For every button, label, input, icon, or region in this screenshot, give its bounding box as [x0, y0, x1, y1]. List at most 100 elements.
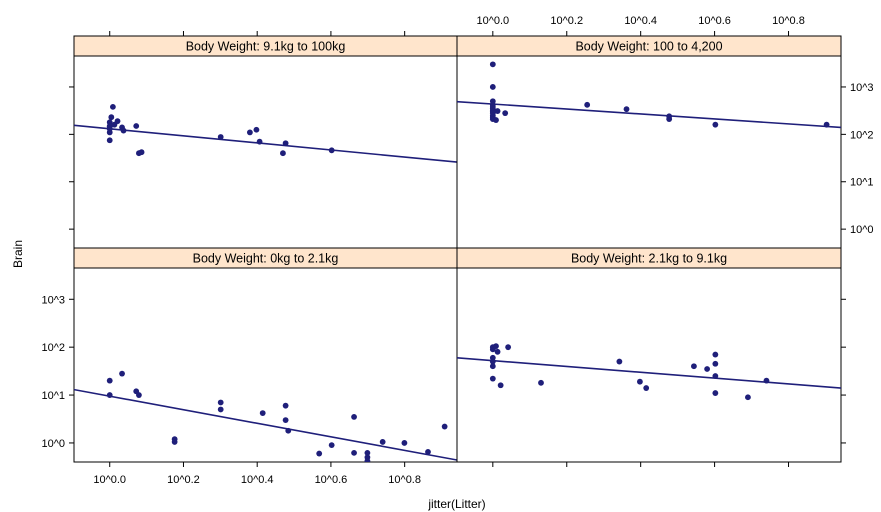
data-point	[119, 370, 125, 377]
data-point	[712, 360, 719, 367]
data-point	[691, 363, 697, 370]
panel-border	[73, 267, 458, 463]
data-point	[637, 378, 643, 385]
data-point	[328, 442, 335, 449]
data-point	[246, 129, 253, 136]
data-point	[538, 379, 544, 386]
x-tick-label: 10^0.0	[93, 474, 126, 486]
y-tick-label: 10^1	[41, 390, 65, 402]
data-point	[282, 140, 289, 147]
strip-label: Body Weight: 0kg to 2.1kg	[193, 252, 339, 266]
data-point	[704, 366, 711, 372]
panel-border	[456, 55, 842, 249]
data-point	[489, 358, 496, 365]
data-point	[106, 392, 113, 398]
data-point	[217, 399, 224, 406]
data-point	[489, 375, 496, 382]
data-point	[712, 121, 719, 128]
data-point	[489, 363, 496, 370]
y-axis-title: Brain	[11, 240, 25, 268]
panels: Body Weight: 9.1kg to 100kg Body Weight: …	[41, 15, 873, 486]
y-tick-label: 10^1	[850, 177, 874, 189]
x-tick-label: 10^0.4	[624, 15, 657, 27]
x-tick-label: 10^0.4	[241, 474, 274, 486]
x-tick-label: 10^0.6	[315, 474, 348, 486]
y-tick-label: 10^0	[41, 438, 65, 450]
panel-plot-area	[457, 61, 841, 129]
data-point	[108, 114, 115, 121]
data-point	[666, 116, 673, 122]
data-point	[643, 385, 650, 391]
data-point	[171, 439, 178, 445]
panel-plot-area	[74, 103, 457, 163]
data-point	[494, 348, 501, 355]
y-tick-label: 10^3	[41, 294, 65, 306]
strip-label: Body Weight: 100 to 4,200	[575, 40, 722, 54]
data-point	[489, 84, 496, 90]
y-tick-label: 10^2	[41, 342, 65, 354]
data-point	[505, 344, 512, 351]
panel-bottom-left: Body Weight: 0kg to 2.1kg	[73, 247, 458, 463]
data-point	[364, 458, 371, 462]
x-tick-label: 10^0.6	[698, 15, 731, 27]
data-point	[106, 123, 113, 130]
data-point	[497, 382, 504, 389]
data-point	[259, 410, 266, 416]
data-point	[364, 449, 371, 456]
data-point	[493, 343, 499, 350]
panel-plot-area	[74, 370, 457, 462]
data-point	[316, 450, 323, 457]
data-point	[280, 150, 286, 157]
panel-border	[456, 267, 842, 463]
y-tick-label: 10^0	[850, 224, 874, 236]
data-point	[120, 127, 127, 134]
data-point	[133, 123, 140, 129]
data-point	[328, 147, 335, 154]
fit-line	[74, 124, 457, 163]
x-tick-label: 10^0.2	[167, 474, 200, 486]
data-point	[106, 377, 113, 384]
data-point	[106, 137, 113, 144]
data-point	[285, 427, 292, 434]
panel-top-right: Body Weight: 100 to 4,200	[456, 35, 842, 249]
data-point	[763, 377, 770, 384]
data-point	[441, 423, 448, 430]
data-point	[114, 118, 121, 125]
fit-line	[457, 356, 841, 389]
data-point	[823, 121, 830, 128]
data-point	[489, 61, 496, 68]
data-point	[493, 117, 499, 123]
data-point	[351, 449, 357, 456]
x-tick-label: 10^0.0	[476, 15, 509, 27]
data-point	[109, 103, 116, 110]
data-point	[494, 108, 501, 114]
data-point	[138, 149, 145, 156]
x-tick-label: 10^0.8	[388, 474, 421, 486]
panel-top-left: Body Weight: 9.1kg to 100kg	[73, 35, 458, 249]
data-point	[584, 101, 591, 108]
data-point	[745, 394, 751, 401]
y-tick-label: 10^3	[850, 82, 874, 94]
data-point	[253, 126, 260, 133]
data-point	[425, 449, 431, 455]
x-tick-label: 10^0.8	[772, 15, 805, 27]
data-point	[351, 413, 357, 420]
panel-plot-area	[457, 343, 841, 401]
data-point	[217, 134, 224, 140]
data-point	[256, 138, 263, 145]
data-point	[712, 390, 719, 396]
data-point	[502, 110, 509, 117]
data-point	[106, 119, 113, 126]
x-axis-title: jitter(Litter)	[427, 497, 485, 511]
data-point	[401, 440, 408, 446]
data-point	[712, 351, 719, 358]
strip-label: Body Weight: 2.1kg to 9.1kg	[571, 252, 727, 266]
data-point	[712, 373, 719, 379]
y-tick-label: 10^2	[850, 129, 874, 141]
data-point	[136, 392, 142, 398]
fit-line	[457, 100, 841, 129]
data-point	[379, 439, 386, 445]
data-point	[282, 417, 289, 423]
data-point	[616, 358, 623, 365]
panel-bottom-right: Body Weight: 2.1kg to 9.1kg	[456, 247, 842, 463]
